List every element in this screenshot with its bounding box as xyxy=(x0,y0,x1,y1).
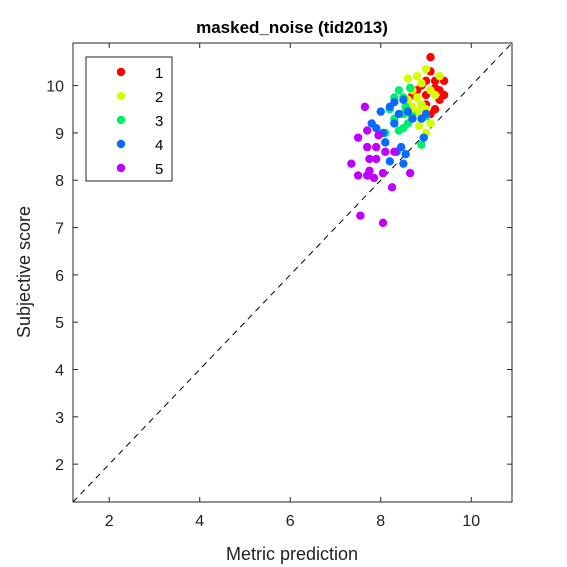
data-point xyxy=(435,71,444,81)
data-point xyxy=(417,79,426,88)
data-point xyxy=(356,211,365,220)
x-tick-label: 4 xyxy=(195,513,204,530)
data-point xyxy=(426,119,435,128)
legend-label-3: 3 xyxy=(155,113,163,130)
data-point xyxy=(381,147,390,157)
data-point xyxy=(419,133,428,142)
data-point xyxy=(412,93,422,102)
legend-label-1: 1 xyxy=(155,65,163,82)
data-point xyxy=(378,218,388,228)
series-4 xyxy=(367,95,431,168)
y-axis-label: Subjective score xyxy=(14,206,34,338)
data-point xyxy=(403,74,413,83)
data-point xyxy=(412,71,422,81)
reference-diagonal-line xyxy=(72,42,513,503)
y-tick-label: 5 xyxy=(55,315,64,332)
data-point xyxy=(385,157,395,166)
data-point xyxy=(365,154,374,164)
x-tick-label: 2 xyxy=(105,513,114,530)
y-tick-label: 7 xyxy=(55,221,64,238)
data-point xyxy=(430,90,440,100)
legend-marker-2 xyxy=(116,91,126,101)
data-point xyxy=(353,133,363,142)
data-point xyxy=(362,126,372,135)
data-point xyxy=(401,150,410,159)
x-tick-label: 8 xyxy=(376,513,385,530)
data-point xyxy=(390,147,399,157)
data-point xyxy=(385,102,395,112)
plot-frame xyxy=(72,42,513,503)
data-point xyxy=(396,142,406,152)
data-points xyxy=(347,52,449,228)
data-point xyxy=(362,171,372,180)
data-point xyxy=(426,52,435,62)
data-point xyxy=(372,154,381,164)
x-axis-ticks: 2 4 6 8 10 xyxy=(105,43,480,530)
data-point xyxy=(405,168,415,178)
data-point xyxy=(374,131,383,140)
data-point xyxy=(372,123,381,133)
legend-marker-3 xyxy=(116,115,126,125)
legend-label-2: 2 xyxy=(155,89,163,106)
data-point xyxy=(421,64,431,74)
y-tick-label: 3 xyxy=(55,410,64,427)
data-point xyxy=(394,86,404,95)
data-point xyxy=(405,83,415,93)
y-axis-ticks: 2 3 4 5 6 7 8 9 10 xyxy=(46,79,512,474)
legend-marker-4 xyxy=(116,139,126,149)
legend-label-4: 4 xyxy=(155,137,163,154)
data-point xyxy=(372,142,381,152)
data-point xyxy=(390,119,399,128)
y-tick-label: 9 xyxy=(55,126,64,143)
chart-title: masked_noise (tid2013) xyxy=(196,18,388,37)
data-point xyxy=(421,109,431,119)
y-tick-label: 6 xyxy=(55,268,64,285)
data-point xyxy=(394,126,404,135)
data-point xyxy=(378,168,388,178)
data-point xyxy=(399,159,408,168)
legend: 1 2 3 4 5 xyxy=(85,56,173,182)
data-point xyxy=(399,95,408,104)
data-point xyxy=(347,159,356,168)
y-tick-label: 8 xyxy=(55,173,64,190)
data-point xyxy=(369,173,379,183)
legend-label-5: 5 xyxy=(155,161,163,178)
legend-box xyxy=(85,56,173,182)
series-5 xyxy=(347,102,415,228)
data-point xyxy=(381,138,390,147)
data-point xyxy=(394,109,404,119)
data-point xyxy=(353,171,363,180)
legend-marker-5 xyxy=(116,163,126,173)
x-axis-label: Metric prediction xyxy=(226,544,358,564)
data-point xyxy=(376,107,385,116)
legend-marker-1 xyxy=(116,67,126,77)
y-tick-label: 2 xyxy=(55,457,64,474)
data-point xyxy=(387,183,397,192)
y-tick-label: 10 xyxy=(46,79,64,96)
y-tick-label: 4 xyxy=(55,363,64,380)
data-point xyxy=(417,140,426,149)
x-tick-label: 6 xyxy=(286,513,295,530)
data-point xyxy=(362,142,372,152)
data-point xyxy=(415,121,424,131)
data-point xyxy=(408,114,417,123)
data-point xyxy=(403,107,413,116)
data-point xyxy=(360,102,370,112)
x-tick-label: 10 xyxy=(462,513,480,530)
